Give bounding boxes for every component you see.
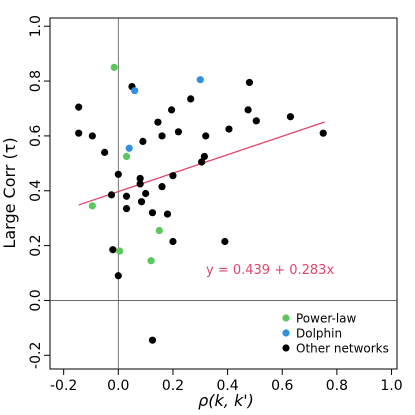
regression-equation: y = 0.439 + 0.283x (206, 263, 334, 278)
legend-label: Power-law (296, 312, 357, 326)
power-law-point (110, 63, 118, 71)
other-networks-point (136, 180, 144, 188)
other-networks-point (154, 118, 162, 126)
other-networks-point (148, 209, 157, 217)
dolphin-point (131, 87, 139, 95)
y-tick-label: -0.2 (28, 342, 44, 369)
other-networks-point (75, 103, 83, 111)
other-networks-point (122, 192, 131, 200)
y-tick-label: 1.0 (28, 15, 44, 37)
x-tick-label: 0.6 (271, 378, 293, 394)
x-tick-label: -0.2 (50, 378, 77, 394)
legend-marker (282, 314, 290, 322)
y-axis-title: Large Corr (τ) (0, 137, 19, 248)
other-networks-point (163, 210, 172, 218)
other-networks-point (245, 78, 254, 87)
power-law-point (116, 247, 124, 255)
dolphin-point (196, 76, 204, 84)
other-networks-point (169, 172, 177, 180)
plot-frame (49, 17, 398, 370)
other-networks-point (136, 174, 144, 183)
other-networks-point (114, 170, 122, 178)
y-tick-label: 0.6 (28, 125, 44, 147)
other-networks-point (107, 191, 116, 199)
other-networks-point (139, 137, 147, 145)
other-networks-point (202, 132, 210, 140)
x-tick-label: 0.4 (216, 378, 238, 394)
x-axis-title: ρ(k, k') (198, 391, 254, 410)
other-networks-point (158, 132, 166, 140)
other-networks-point (137, 198, 146, 206)
y-tick-label: 0.4 (28, 180, 44, 202)
other-networks-point (101, 148, 109, 156)
other-networks-point (225, 125, 233, 133)
legend-label: Dolphin (296, 327, 342, 341)
y-axis: -0.2 0.0 0.2 0.4 0.6 0.8 1.0 (28, 15, 50, 369)
y-tick-label: 0.2 (28, 234, 44, 256)
other-networks-point (198, 158, 206, 166)
other-networks-point (122, 204, 131, 213)
power-law-point (147, 257, 155, 265)
other-networks-point (148, 336, 157, 344)
legend-label: Other networks (296, 342, 389, 356)
y-tick-label: 0.8 (28, 70, 44, 92)
other-networks-point (75, 129, 83, 137)
other-networks-point (221, 237, 229, 246)
other-networks-point (142, 189, 150, 198)
other-networks-point (158, 183, 166, 191)
x-tick-label: 0.2 (162, 378, 184, 394)
x-tick-label: 1.0 (380, 378, 402, 394)
other-networks-point (187, 95, 195, 103)
other-networks-point (109, 246, 117, 254)
x-tick-label: 0.0 (107, 378, 129, 394)
other-networks-point (174, 128, 183, 136)
other-networks-point (244, 106, 252, 114)
other-networks-point (319, 129, 327, 137)
data-points (75, 63, 327, 344)
y-tick-label: 0.0 (28, 289, 44, 311)
power-law-point (122, 152, 131, 161)
legend-marker (282, 329, 290, 337)
other-networks-point (252, 117, 260, 125)
other-networks-point (88, 132, 96, 140)
x-tick-label: 0.8 (326, 378, 348, 394)
x-axis: -0.2 0.0 0.2 0.4 0.6 0.8 1.0 (50, 369, 403, 394)
other-networks-point (286, 113, 295, 121)
other-networks-point (167, 106, 176, 114)
other-networks-point (169, 237, 177, 246)
power-law-point (88, 202, 96, 210)
other-networks-point (114, 272, 122, 280)
power-law-point (155, 226, 163, 235)
dolphin-point (125, 144, 133, 152)
legend-marker (282, 344, 290, 352)
other-networks-point (200, 152, 208, 161)
